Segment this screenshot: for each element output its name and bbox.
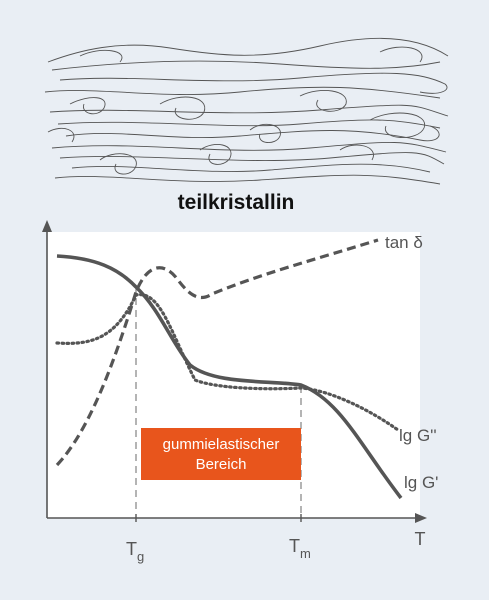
lg-g-double-prime-label: lg G'' <box>399 426 437 445</box>
tm-label-sub: m <box>300 546 311 561</box>
axes <box>46 226 420 519</box>
tan-delta-curve <box>55 238 379 467</box>
lg-g-prime-curve <box>56 254 403 500</box>
region-label-line2: Bereich <box>196 456 247 473</box>
rubber-elastic-region-box <box>141 428 301 480</box>
title: teilkristallin <box>178 191 295 214</box>
region-label-line1: gummielastischer <box>163 436 280 453</box>
tg-label-sub: g <box>137 549 144 564</box>
tg-label-main: T <box>126 539 137 559</box>
x-axis-label: T <box>415 529 426 549</box>
x-axis-arrow-icon <box>415 513 427 523</box>
y-axis-arrow-icon <box>42 220 52 232</box>
tg-label: Tg <box>126 539 144 564</box>
lg-g-prime-label: lg G' <box>404 473 438 492</box>
tan-delta-label: tan δ <box>385 233 423 252</box>
tm-label-main: T <box>289 536 300 556</box>
lg-g-double-prime-curve <box>55 293 400 432</box>
polymer-chains-illustration <box>44 37 449 185</box>
tm-label: Tm <box>289 536 311 561</box>
